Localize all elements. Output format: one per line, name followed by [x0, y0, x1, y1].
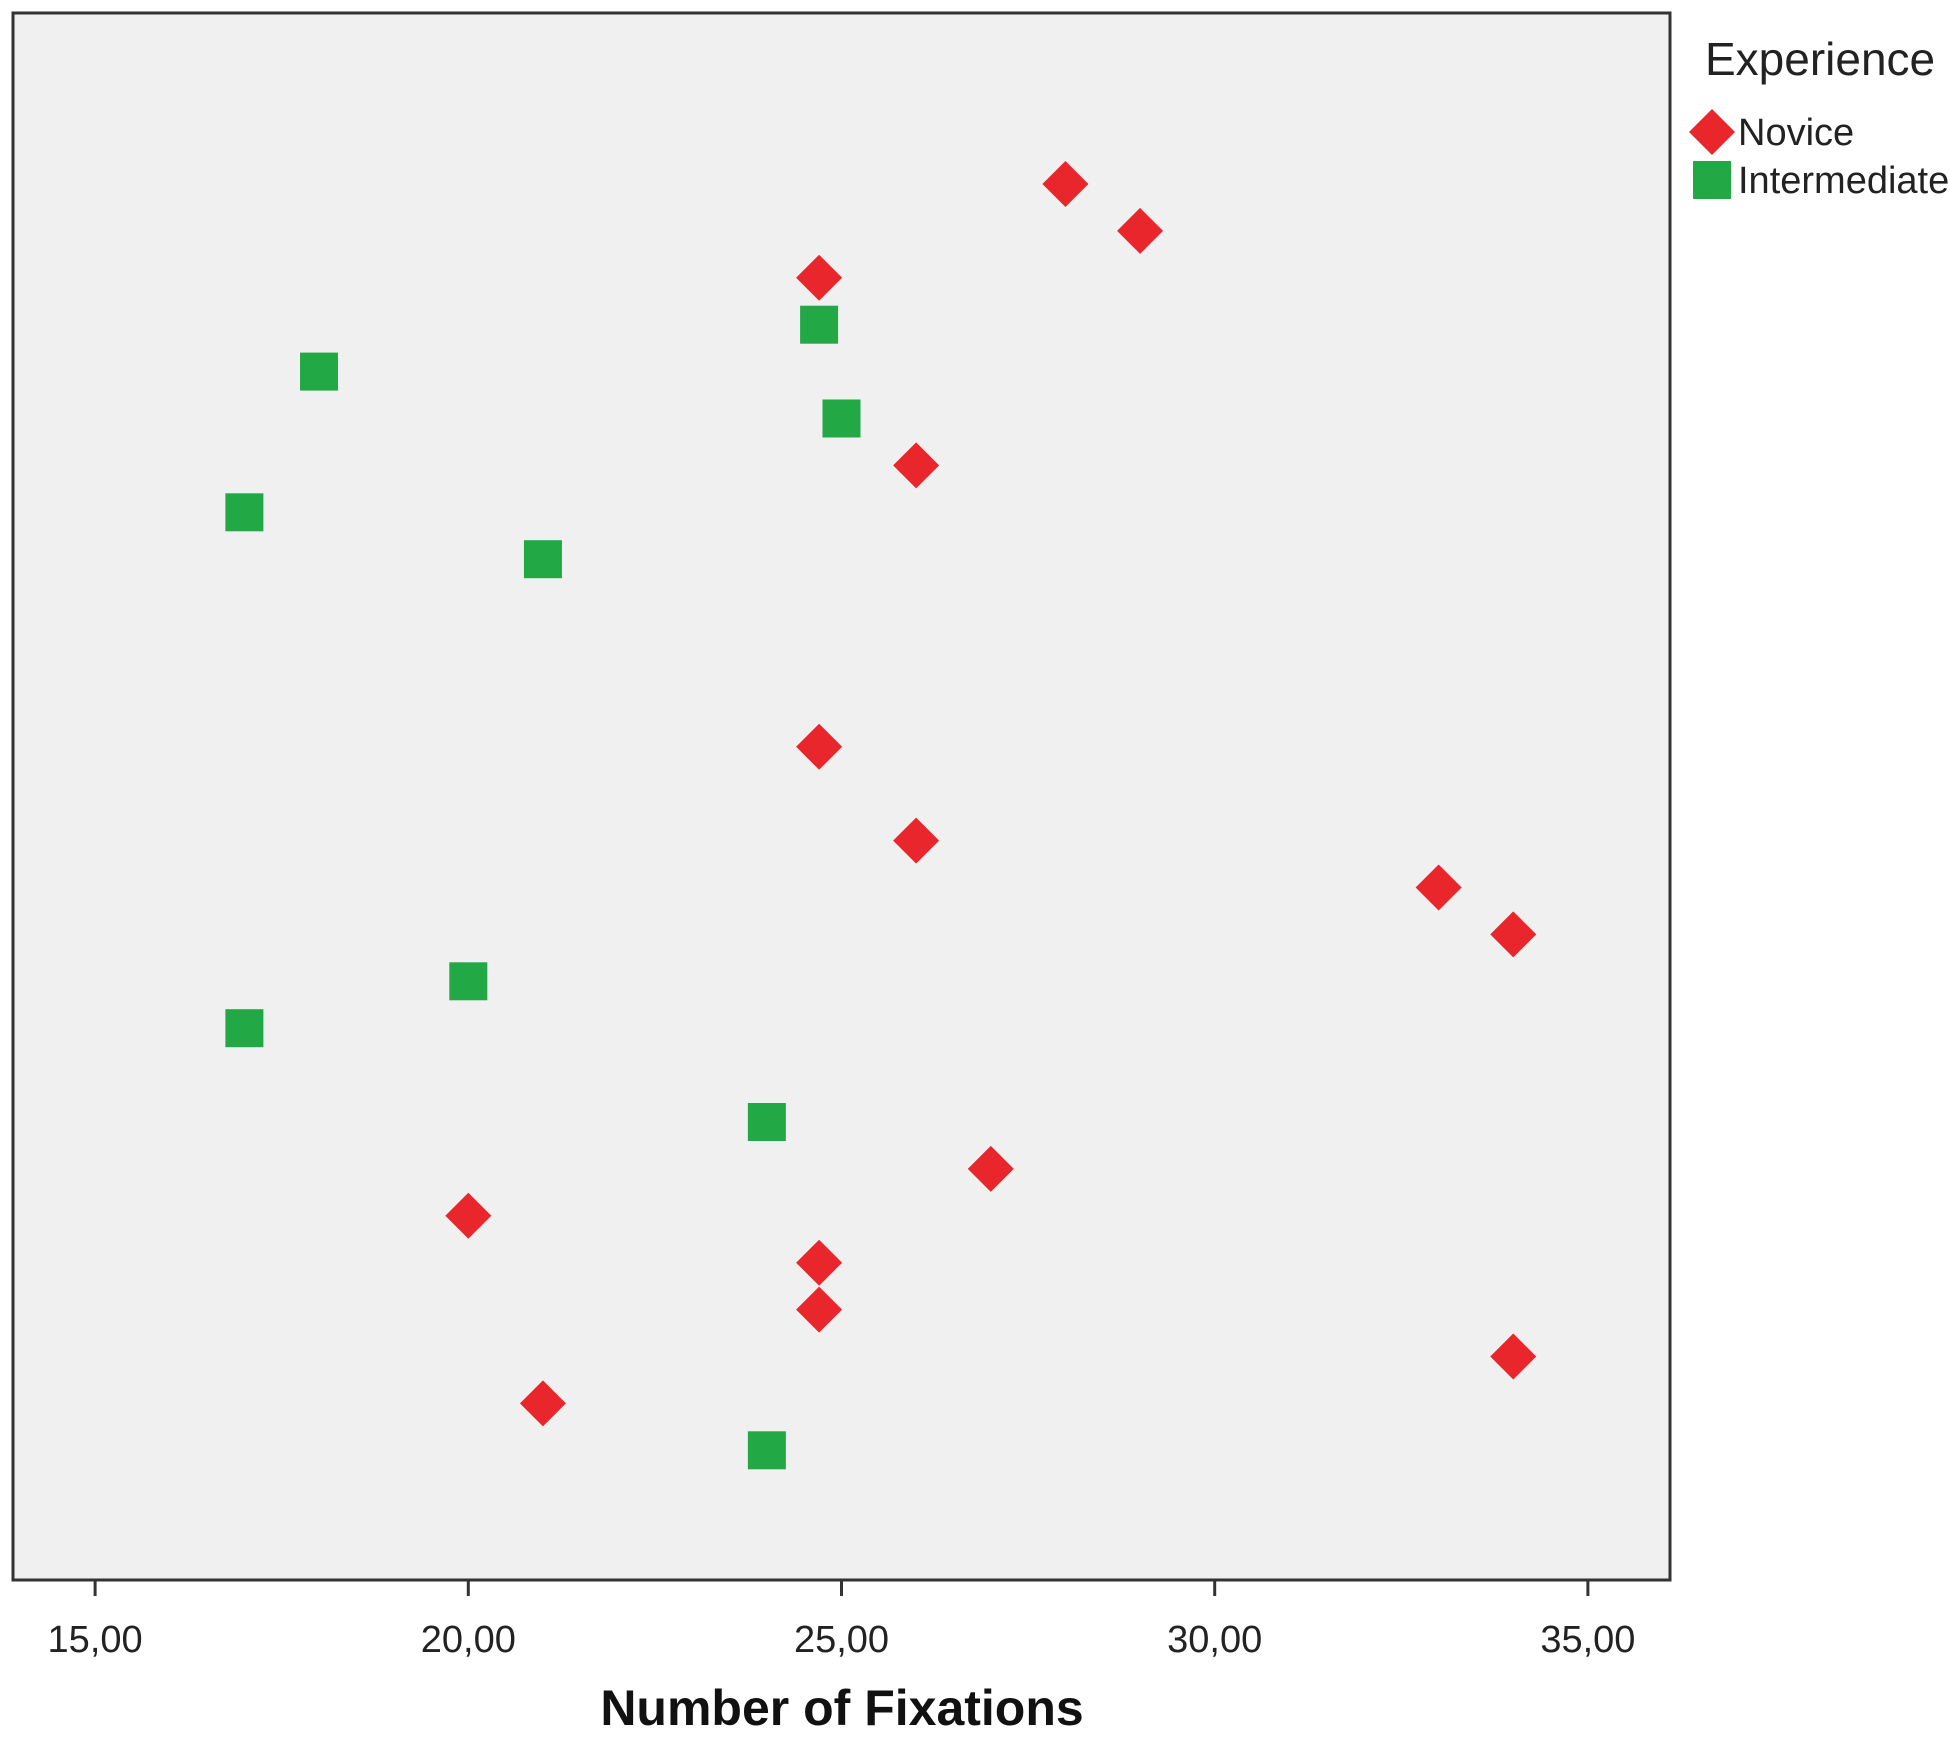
novice-point [519, 1380, 566, 1427]
x-tick-label: 25,00 [794, 1619, 889, 1661]
intermediate-point [523, 540, 562, 579]
novice-point [1042, 161, 1089, 207]
intermediate-point [225, 493, 264, 532]
legend-marker-novice [1689, 109, 1735, 155]
x-tick-label: 30,00 [1167, 1619, 1262, 1661]
intermediate-point [747, 1103, 786, 1141]
x-tick-label: 15,00 [48, 1619, 143, 1661]
novice-point [1117, 207, 1164, 254]
novice-point [967, 1145, 1014, 1192]
novice-point [796, 1239, 843, 1286]
intermediate-point [747, 1431, 786, 1470]
legend-title: Experience [1705, 33, 1935, 85]
plot-area [11, 11, 1672, 1582]
novice-point [1415, 864, 1462, 911]
data-points [225, 161, 1537, 1470]
novice-point [445, 1192, 492, 1239]
intermediate-point [800, 305, 839, 344]
intermediate-point [300, 352, 339, 391]
legend-label-novice: Novice [1738, 112, 1854, 154]
intermediate-point [225, 1009, 264, 1048]
x-axis-ticks: 15,00 20,00 25,00 30,00 35,00 [48, 1580, 1635, 1661]
legend-marker-intermediate [1693, 161, 1731, 199]
x-tick-label: 35,00 [1540, 1619, 1635, 1661]
novice-point [1490, 911, 1537, 958]
novice-point [893, 817, 940, 864]
novice-point [1490, 1333, 1537, 1380]
x-axis-title: Number of Fixations [600, 1680, 1083, 1736]
legend-label-intermediate: Intermediate [1738, 160, 1949, 202]
novice-point [796, 254, 843, 301]
intermediate-point [449, 962, 488, 1001]
legend: Experience Novice Intermediate [1689, 33, 1949, 202]
x-tick-label: 20,00 [421, 1619, 516, 1661]
intermediate-point [822, 399, 861, 438]
novice-point [796, 1286, 843, 1333]
novice-point [796, 723, 843, 770]
legend-entries: Novice Intermediate [1689, 109, 1949, 202]
novice-point [893, 442, 940, 489]
